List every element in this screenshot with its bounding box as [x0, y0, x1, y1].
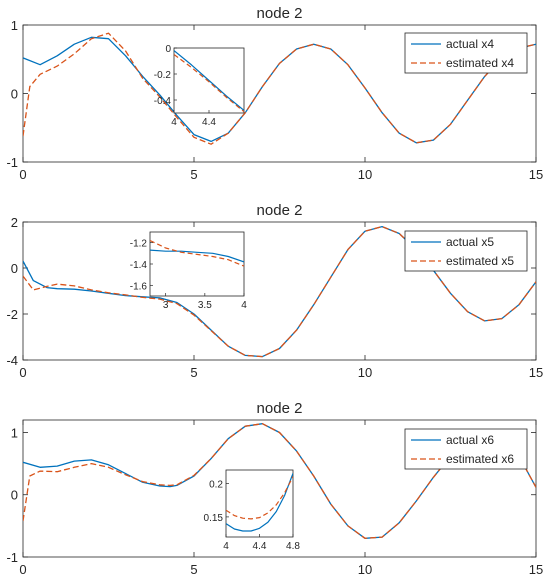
y-tick-label: -4 [6, 353, 18, 368]
x-tick-label: 5 [190, 167, 197, 182]
x-tick-label: 5 [190, 562, 197, 577]
inset-y-tick-label: -1.2 [130, 239, 148, 250]
inset-series-line-actual [174, 50, 244, 111]
inset-series-line-estimated [150, 239, 244, 267]
x-tick-label: 0 [19, 167, 26, 182]
inset-y-tick-label: -1.4 [130, 260, 148, 271]
chart-title: node 2 [257, 400, 303, 417]
y-tick-label: 1 [11, 425, 18, 440]
inset: 4 4.4 0 -0.2 -0.4 [154, 44, 245, 128]
series-line-estimated [23, 32, 536, 145]
inset-y-tick-label: -0.2 [154, 70, 172, 81]
x-tick-label: 15 [529, 167, 543, 182]
x-tick-label: 15 [529, 365, 543, 380]
legend-box [404, 428, 528, 470]
legend-label: estimated x5 [446, 254, 514, 268]
legend-label: actual x4 [446, 37, 494, 51]
y-tick-label: 0 [11, 261, 18, 276]
legend-label: actual x5 [446, 235, 494, 249]
legend-label: estimated x6 [446, 452, 514, 466]
x-tick-label: 15 [529, 562, 543, 577]
inset-y-tick-label: 0 [165, 44, 171, 55]
legend-box [404, 32, 528, 74]
inset-area [149, 231, 245, 297]
inset-x-tick-label: 4.4 [253, 541, 267, 552]
inset-x-tick-label: 4 [223, 541, 229, 552]
chart-title: node 2 [257, 202, 303, 219]
inset: 3 3.5 4 -1.2 -1.4 -1.6 [130, 231, 247, 311]
inset-y-tick-label: -0.4 [154, 96, 172, 107]
inset-y-tick-label: -1.6 [130, 281, 148, 292]
inset-y-tick-label: 0.15 [204, 513, 224, 524]
x-tick-label: 5 [190, 365, 197, 380]
chart-2: node 2 0 5 10 15 -4 -2 0 2 actual x5 estimated x5 3… [6, 202, 543, 380]
x-tick-label: 0 [19, 562, 26, 577]
inset-series-line-estimated [174, 54, 244, 113]
chart-title: node 2 [257, 5, 303, 22]
legend-box [404, 230, 528, 272]
inset-x-tick-label: 4 [171, 117, 177, 128]
inset-series-line-estimated [226, 476, 293, 520]
y-tick-label: 0 [11, 488, 18, 503]
inset-x-tick-label: 4 [241, 300, 247, 311]
inset-x-tick-label: 4.8 [286, 541, 300, 552]
y-tick-label: 1 [11, 18, 18, 33]
y-tick-label: -1 [6, 155, 18, 170]
y-tick-label: -1 [6, 550, 18, 565]
inset-series-line-actual [226, 473, 293, 532]
x-tick-label: 10 [358, 167, 372, 182]
inset-y-tick-label: 0.2 [209, 479, 223, 490]
x-tick-label: 10 [358, 365, 372, 380]
inset-area [225, 469, 294, 538]
inset-x-tick-label: 4.4 [202, 117, 216, 128]
inset: 4 4.4 4.8 0.2 0.15 [204, 469, 300, 552]
inset-series-line-actual [150, 249, 244, 263]
x-tick-label: 0 [19, 365, 26, 380]
inset-x-tick-label: 3 [163, 300, 169, 311]
y-tick-label: 0 [11, 87, 18, 102]
legend-label: estimated x4 [446, 56, 514, 70]
y-tick-label: 2 [11, 215, 18, 230]
x-tick-label: 10 [358, 562, 372, 577]
y-tick-label: -2 [6, 307, 18, 322]
series-line-estimated [23, 225, 536, 358]
inset-x-tick-label: 3.5 [198, 300, 212, 311]
legend-label: actual x6 [446, 433, 494, 447]
